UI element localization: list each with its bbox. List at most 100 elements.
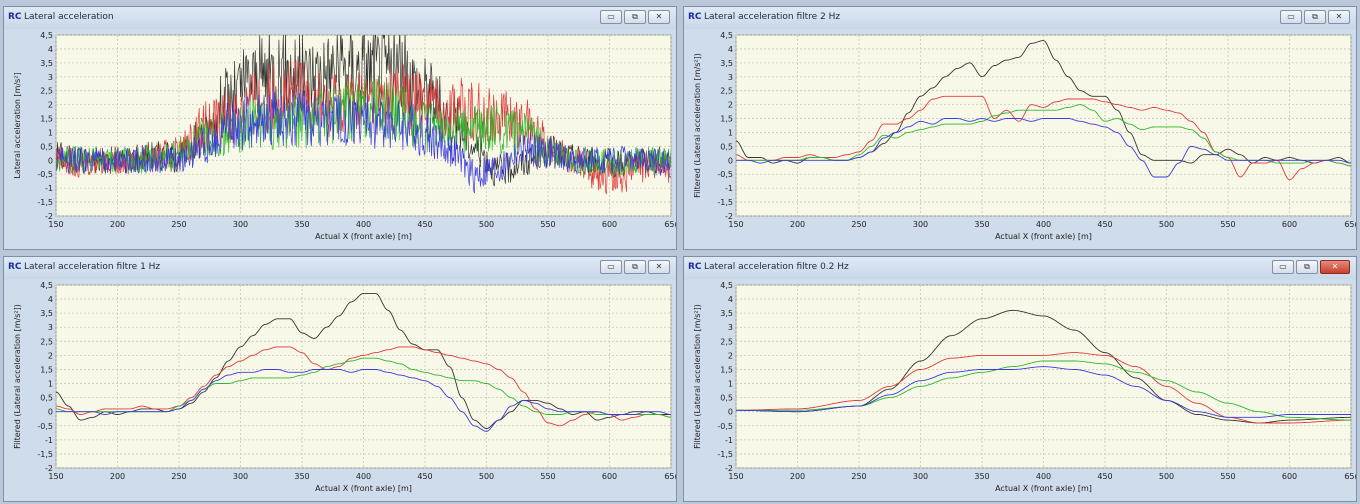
y-tick-label: 4,5 <box>720 281 733 290</box>
window-lateral-acceleration-filtre-2hz[interactable]: RC Lateral acceleration filtre 2 Hz ▭ ⧉ ✕ -2-… <box>683 6 1357 250</box>
y-tick-label: -0,5 <box>717 422 733 431</box>
x-tick-label: 300 <box>233 220 248 229</box>
series-line <box>736 352 1351 424</box>
x-tick-label: 450 <box>417 220 432 229</box>
x-tick-label: 600 <box>602 472 617 481</box>
x-tick-label: 300 <box>913 220 928 229</box>
y-tick-label: 4,5 <box>40 31 53 40</box>
plot-area <box>55 34 672 217</box>
y-tick-label: 0,5 <box>40 394 53 403</box>
grid <box>735 284 1352 469</box>
series-group <box>56 35 671 195</box>
x-axis-label: Actual X (front axle) [m] <box>315 232 412 241</box>
y-tick-label: 3,5 <box>40 309 53 318</box>
window-title: Lateral acceleration filtre 2 Hz <box>704 12 841 22</box>
minimize-button[interactable]: ▭ <box>1272 260 1294 274</box>
title-bar[interactable]: RC Lateral acceleration filtre 1 Hz ▭ ⧉ ✕ <box>4 257 676 279</box>
x-tick-label: 350 <box>974 472 989 481</box>
x-tick-label: 400 <box>356 472 371 481</box>
close-button[interactable]: ✕ <box>1328 10 1350 24</box>
window-lateral-acceleration[interactable]: RC Lateral acceleration ▭ ⧉ ✕ -2 -1,5 -1 -0,5 0 0,… <box>3 6 677 250</box>
y-tick-label: 0,5 <box>40 142 53 151</box>
y-axis-label: Filtered (Lateral acceleration [m/s²]) <box>13 304 22 449</box>
restore-button[interactable]: ⧉ <box>624 10 646 24</box>
window-lateral-acceleration-filtre-1hz[interactable]: RC Lateral acceleration filtre 1 Hz ▭ ⧉ ✕ -2-… <box>3 256 677 502</box>
y-tick-label: -1,5 <box>717 198 733 207</box>
y-tick-label: -1,5 <box>37 198 53 207</box>
x-tick-label: 250 <box>851 220 866 229</box>
y-tick-label: -1,5 <box>717 450 733 459</box>
y-tick-label: -2 <box>45 212 53 221</box>
x-tick-label: 200 <box>110 472 125 481</box>
restore-button[interactable]: ⧉ <box>1296 260 1318 274</box>
x-tick-label: 65( <box>664 472 676 481</box>
y-tick-label: 0,5 <box>720 142 733 151</box>
minimize-button[interactable]: ▭ <box>1280 10 1302 24</box>
close-button[interactable]: ✕ <box>648 10 670 24</box>
series-group <box>736 40 1351 181</box>
y-tick-label: 3 <box>728 73 733 82</box>
chart: -2 -1,5 -1 -0,5 0 0,5 1 1,5 2 2,5 3 3,5 4 4,5 150 200 25… <box>13 281 676 493</box>
y-tick-label: 1 <box>728 128 733 137</box>
y-tick-label: 2 <box>728 101 733 110</box>
close-button[interactable]: ✕ <box>1320 260 1350 274</box>
app-badge: RC <box>688 262 702 272</box>
series-line <box>736 366 1351 418</box>
y-tick-label: -1 <box>725 184 733 193</box>
x-tick-label: 350 <box>294 220 309 229</box>
y-tick-label: 0,5 <box>720 394 733 403</box>
window-lateral-acceleration-filtre-0-2hz[interactable]: RC Lateral acceleration filtre 0.2 Hz ▭ ⧉ ✕ -… <box>683 256 1357 502</box>
x-tick-label: 600 <box>602 220 617 229</box>
x-tick-label: 250 <box>171 220 186 229</box>
y-tick-label: 3,5 <box>40 59 53 68</box>
minimize-button[interactable]: ▭ <box>600 10 622 24</box>
title-bar[interactable]: RC Lateral acceleration filtre 2 Hz ▭ ⧉ ✕ <box>684 7 1356 29</box>
restore-button[interactable]: ⧉ <box>1304 10 1326 24</box>
series-line <box>736 95 1351 181</box>
title-bar[interactable]: RC Lateral acceleration ▭ ⧉ ✕ <box>4 7 676 29</box>
x-tick-label: 550 <box>1220 472 1235 481</box>
y-tick-label: -0,5 <box>37 170 53 179</box>
chart: -2 -1,5 -1 -0,5 0 0,5 1 1,5 2 2,5 3 3,5 4 4,5 150 200 25… <box>13 31 676 241</box>
app-badge: RC <box>8 12 22 22</box>
close-button[interactable]: ✕ <box>648 260 670 274</box>
x-tick-label: 450 <box>1097 472 1112 481</box>
series-line <box>56 369 671 432</box>
y-tick-label: 4 <box>48 295 53 304</box>
x-axis-label: Actual X (front axle) [m] <box>315 484 412 493</box>
minimize-button[interactable]: ▭ <box>600 260 622 274</box>
x-tick-label: 400 <box>1036 220 1051 229</box>
app-badge: RC <box>688 12 702 22</box>
y-tick-label: 2 <box>728 351 733 360</box>
restore-button[interactable]: ⧉ <box>624 260 646 274</box>
y-tick-label: -1 <box>45 436 53 445</box>
y-tick-label: 0 <box>48 156 53 165</box>
series-line <box>56 346 671 427</box>
y-tick-label: 1,5 <box>720 365 733 374</box>
x-tick-label: 150 <box>48 220 63 229</box>
series-line <box>56 60 671 195</box>
x-axis-label: Actual X (front axle) [m] <box>995 484 1092 493</box>
y-tick-label: 0 <box>48 408 53 417</box>
x-tick-label: 500 <box>1159 220 1174 229</box>
y-tick-label: 1,5 <box>40 365 53 374</box>
y-tick-label: 1 <box>48 128 53 137</box>
y-tick-label: 3,5 <box>720 59 733 68</box>
x-tick-label: 300 <box>913 472 928 481</box>
y-tick-label: -0,5 <box>717 170 733 179</box>
chart: -2 -1,5 -1 -0,5 0 0,5 1 1,5 2 2,5 3 3,5 4 4,5 150 200 25… <box>693 281 1356 493</box>
y-tick-label: 4,5 <box>720 31 733 40</box>
x-tick-label: 65( <box>1344 220 1356 229</box>
x-axis-label: Actual X (front axle) [m] <box>995 232 1092 241</box>
window-controls: ▭ ⧉ ✕ <box>1272 260 1350 274</box>
y-tick-label: 2,5 <box>720 337 733 346</box>
y-tick-label: 4 <box>728 295 733 304</box>
y-axis-label: Filtered (Lateral acceleration [m/s²]) <box>693 53 702 198</box>
window-title: Lateral acceleration <box>24 12 114 22</box>
y-axis-label: Lateral acceleration [m/s²] <box>13 72 22 178</box>
plot-area <box>55 284 672 469</box>
chart: -2 -1,5 -1 -0,5 0 0,5 1 1,5 2 2,5 3 3,5 4 4,5 150 200 25… <box>693 31 1356 241</box>
title-bar[interactable]: RC Lateral acceleration filtre 0.2 Hz ▭ ⧉ ✕ <box>684 257 1356 279</box>
series-line <box>56 90 671 194</box>
y-tick-label: 2,5 <box>40 87 53 96</box>
